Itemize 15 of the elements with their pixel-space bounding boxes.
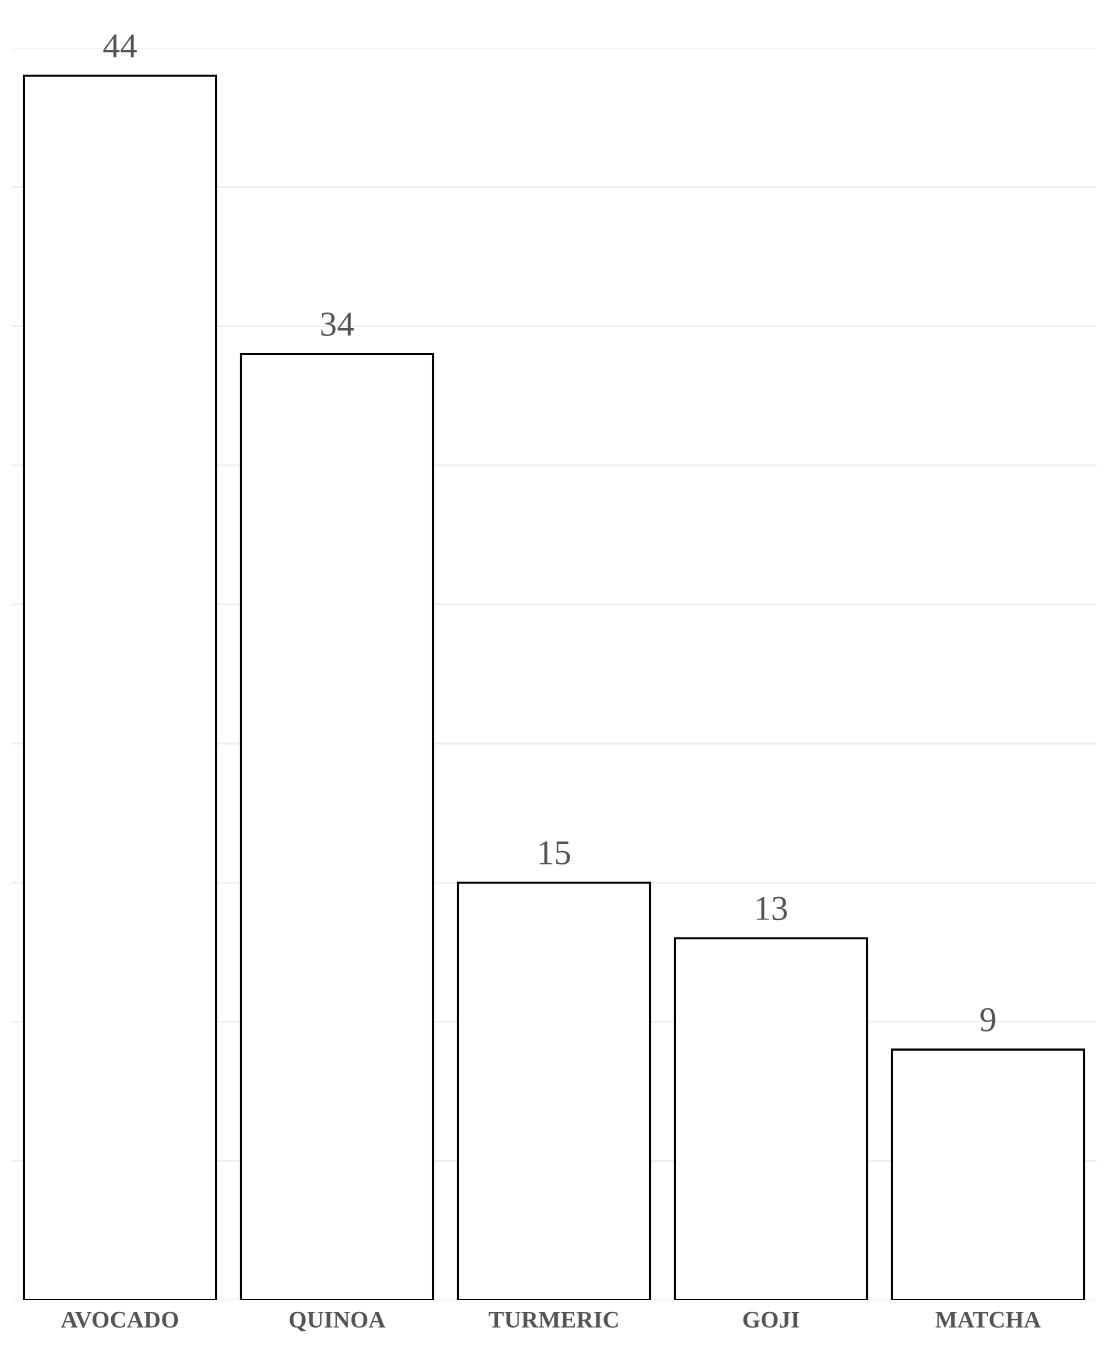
x-tick-label: AVOCADO [60, 1311, 179, 1328]
data-label: 13 [756, 896, 787, 921]
data-label: 15 [539, 841, 570, 865]
bar [673, 937, 869, 1300]
x-tick-label: MATCHA [935, 1311, 1041, 1328]
bar [890, 1048, 1086, 1300]
bar [456, 881, 652, 1300]
data-label: 9 [980, 1008, 996, 1032]
data-label: 34 [321, 312, 354, 336]
x-tick-label: TURMERIC [488, 1311, 618, 1328]
bar [239, 353, 435, 1300]
data-label: 44 [103, 34, 137, 58]
x-tick-label: QUINOA [289, 1311, 386, 1332]
bar [22, 74, 218, 1300]
x-tick-label: GOJI [743, 1311, 800, 1328]
